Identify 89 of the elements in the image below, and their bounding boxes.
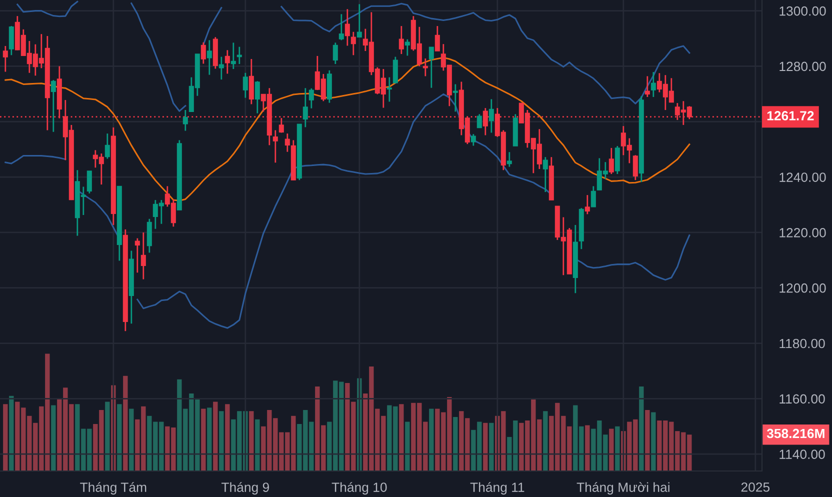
bar: [3, 404, 8, 471]
candlestick: [398, 25, 404, 55]
bar: [645, 410, 650, 471]
x-tick-label: Tháng 10: [332, 482, 387, 495]
candlestick: [308, 88, 314, 110]
candlestick: [506, 151, 512, 168]
bar: [543, 411, 548, 471]
bar: [651, 412, 656, 471]
candlestick: [470, 133, 476, 146]
bar: [213, 402, 218, 471]
y-tick-label: 1220.00: [780, 228, 826, 238]
candlestick: [218, 56, 224, 80]
x-tick-label: Tháng Mười hai: [576, 482, 670, 495]
bar: [123, 376, 128, 471]
candlestick: [632, 154, 638, 181]
bar: [609, 428, 614, 471]
candlestick: [200, 42, 206, 64]
candlestick: [344, 8, 350, 46]
y-tick-label: 1160.00: [780, 394, 825, 404]
candlestick: [542, 156, 548, 193]
y-tick-label: 1240.00: [780, 172, 826, 182]
candlestick: [134, 238, 140, 274]
candlestick: [488, 98, 494, 134]
candlestick: [254, 80, 260, 114]
bar: [117, 404, 122, 471]
candlestick: [146, 218, 152, 254]
bar: [429, 408, 434, 471]
y-tick-label: 1140.00: [780, 450, 825, 460]
y-tick-label: 1300.00: [780, 6, 826, 16]
x-tick-label: Tháng Tám: [80, 482, 146, 495]
x-tick-label: Tháng 11: [470, 482, 524, 495]
bar: [105, 402, 110, 471]
candlestick: [224, 49, 230, 74]
y-tick-label: 1200.00: [780, 283, 826, 293]
candlestick: [428, 46, 434, 89]
candlestick: [392, 56, 398, 84]
candlestick: [590, 185, 596, 208]
y-tick-label: 1180.00: [780, 338, 825, 348]
bar: [585, 425, 590, 471]
candlestick: [50, 79, 56, 133]
candlestick: [584, 194, 590, 215]
bar: [639, 386, 644, 471]
candlestick: [404, 38, 410, 56]
candlestick: [614, 145, 620, 175]
candlestick: [302, 87, 308, 128]
candlestick: [2, 45, 8, 72]
bar: [129, 408, 134, 471]
text: 358.216M: [766, 428, 824, 438]
candlestick: [8, 25, 14, 56]
bar: [207, 408, 212, 471]
candlestick: [644, 75, 650, 98]
bar: [453, 416, 458, 471]
candlestick: [242, 72, 248, 98]
bar: [615, 426, 620, 471]
candlestick: [350, 31, 356, 56]
y-tick-label: 1280.00: [780, 62, 826, 72]
candlestick: [104, 132, 110, 160]
candlestick: [182, 109, 188, 132]
bar: [489, 422, 494, 471]
bar: [201, 408, 206, 471]
bar: [405, 422, 410, 471]
bar: [249, 411, 254, 471]
candlestick: [140, 232, 146, 280]
candlestick: [230, 42, 236, 70]
candlestick: [476, 113, 482, 128]
bar: [483, 422, 488, 471]
x-tick-label: 2025: [741, 482, 770, 492]
bar: [225, 404, 230, 471]
bar: [9, 396, 14, 471]
candlestick: [272, 130, 278, 164]
bar: [255, 419, 260, 471]
bar: [399, 404, 404, 471]
candlestick: [284, 132, 290, 153]
x-tick-label: Tháng 9: [221, 482, 269, 495]
candlestick: [206, 39, 212, 76]
candlestick: [608, 147, 614, 175]
candlestick: [434, 25, 440, 52]
bar: [51, 405, 56, 471]
ref-line-label: 1261.72: [767, 111, 814, 120]
candlestick: [452, 84, 458, 112]
candlestick: [338, 13, 344, 41]
candlestick: [386, 76, 392, 102]
candlestick: [248, 58, 254, 105]
candlestick: [356, 3, 362, 38]
candlestick: [332, 42, 338, 65]
candlestick: [278, 117, 284, 134]
candlestick: [86, 170, 92, 194]
candlestick: [650, 71, 656, 98]
bar: [219, 411, 224, 471]
